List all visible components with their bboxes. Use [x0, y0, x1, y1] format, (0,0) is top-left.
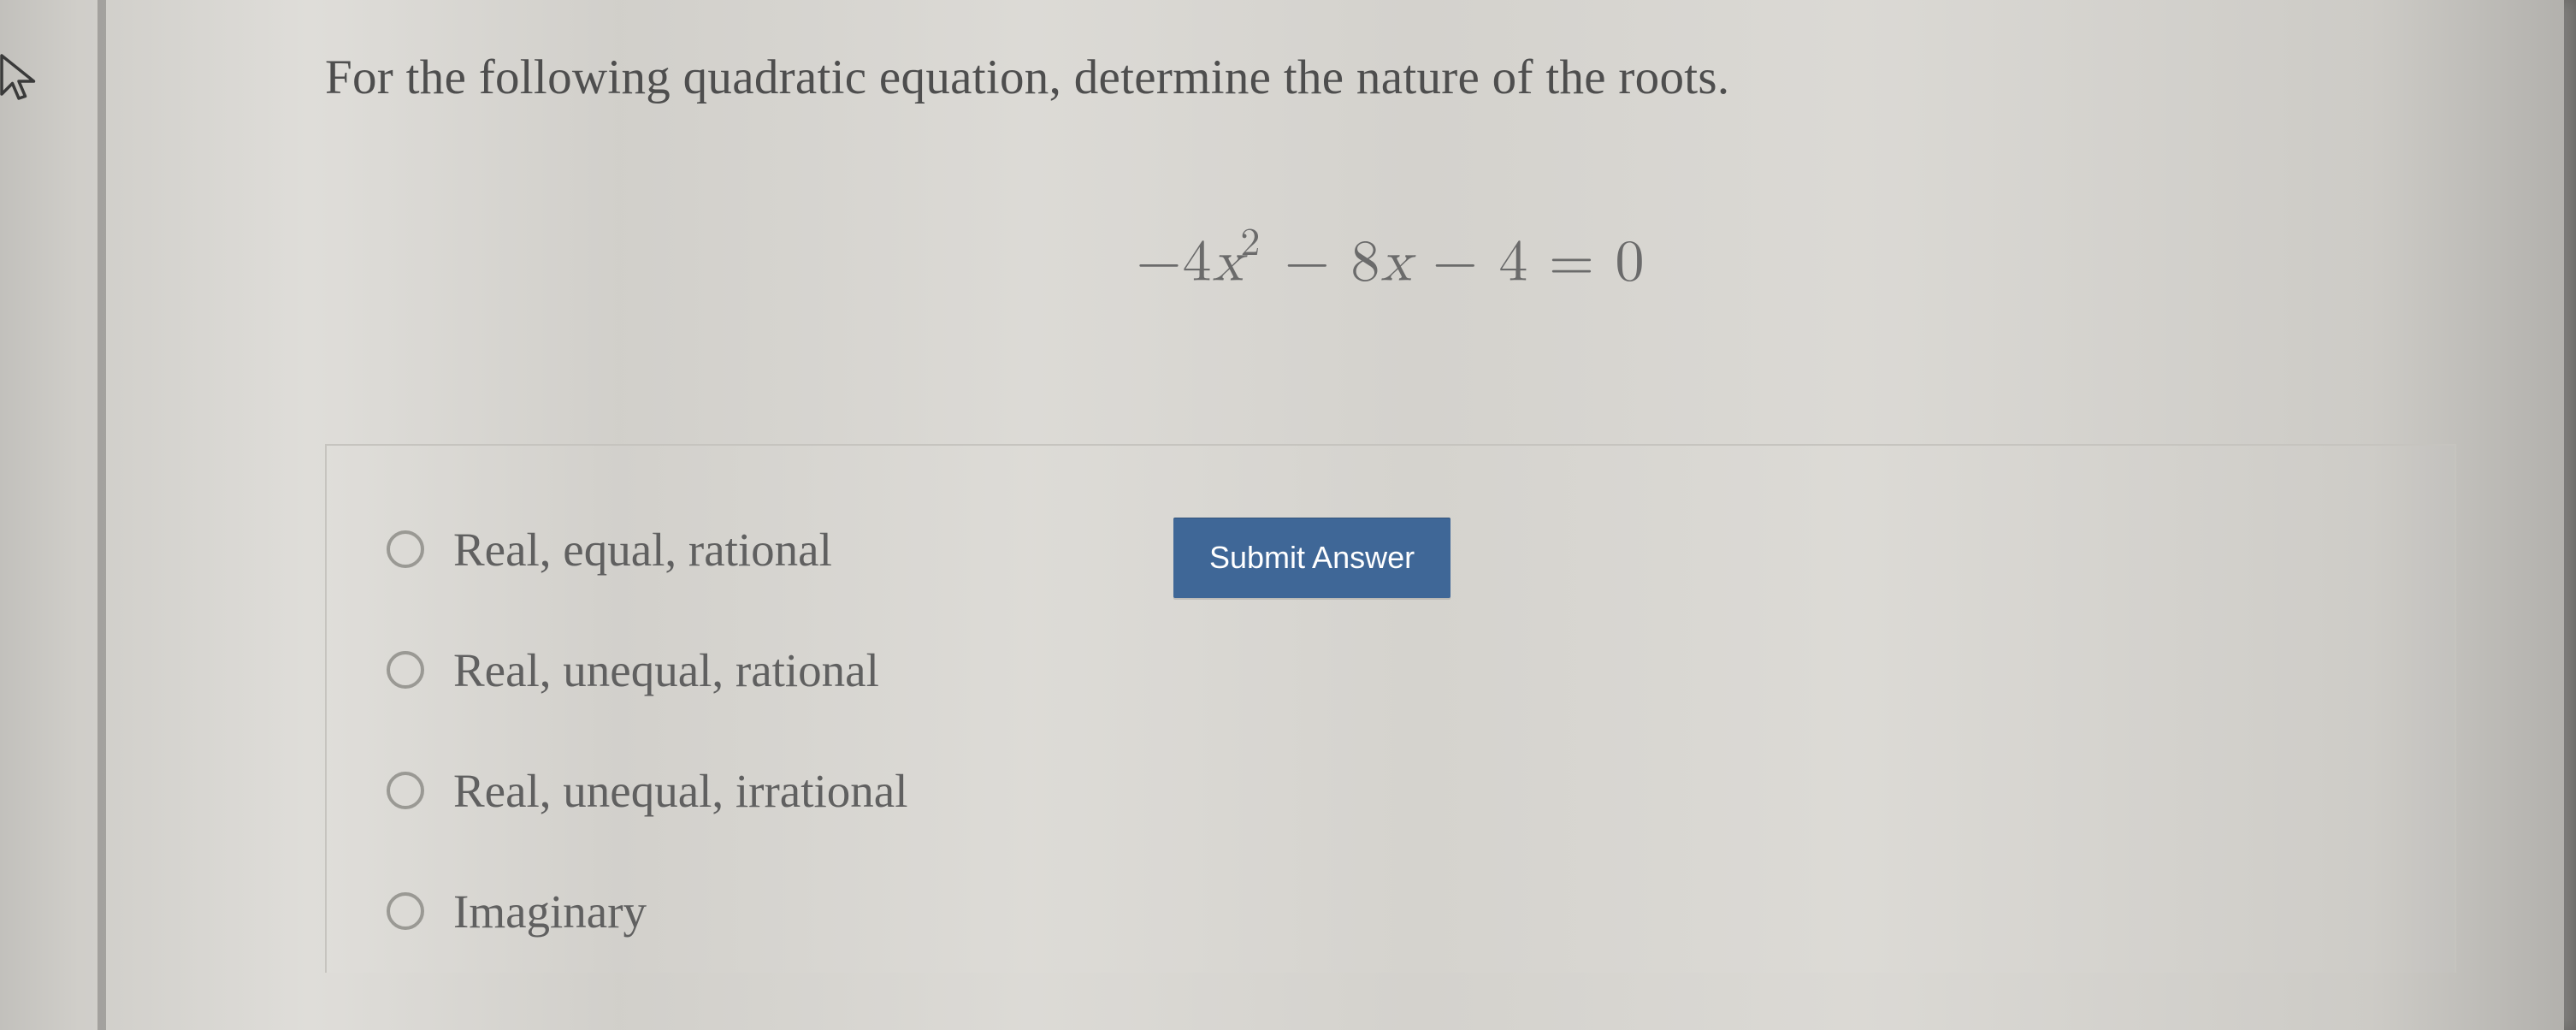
equation-tail: − 4 = 0: [1412, 234, 1645, 293]
option-label: Real, equal, rational: [453, 523, 832, 577]
submit-answer-button[interactable]: Submit Answer: [1173, 518, 1450, 598]
equation-coeff-a: −4: [1137, 234, 1213, 293]
option-label: Real, unequal, rational: [453, 643, 879, 697]
option-real-unequal-irrational[interactable]: Real, unequal, irrational: [387, 764, 1088, 818]
cursor-icon: [0, 51, 44, 103]
equation: −4x2 − 8x − 4 = 0: [325, 225, 2456, 299]
option-label: Real, unequal, irrational: [453, 764, 907, 818]
option-real-equal-rational[interactable]: Real, equal, rational: [387, 523, 1088, 577]
question-container: For the following quadratic equation, de…: [325, 50, 2456, 973]
radio-icon[interactable]: [387, 772, 424, 809]
vertical-divider-right: [2564, 0, 2576, 1030]
vertical-divider-left: [97, 0, 106, 1030]
radio-icon[interactable]: [387, 530, 424, 568]
equation-var1: x: [1212, 234, 1244, 293]
option-imaginary[interactable]: Imaginary: [387, 885, 1088, 938]
options-group: Real, equal, rational Real, unequal, rat…: [387, 523, 1088, 938]
radio-icon[interactable]: [387, 651, 424, 689]
radio-icon[interactable]: [387, 892, 424, 930]
answer-box: Real, equal, rational Real, unequal, rat…: [325, 444, 2456, 973]
equation-exponent: 2: [1240, 223, 1261, 263]
option-real-unequal-rational[interactable]: Real, unequal, rational: [387, 643, 1088, 697]
question-prompt: For the following quadratic equation, de…: [325, 50, 2456, 105]
equation-var2: x: [1380, 234, 1412, 293]
option-label: Imaginary: [453, 885, 647, 938]
equation-coeff-b: − 8: [1264, 234, 1380, 293]
